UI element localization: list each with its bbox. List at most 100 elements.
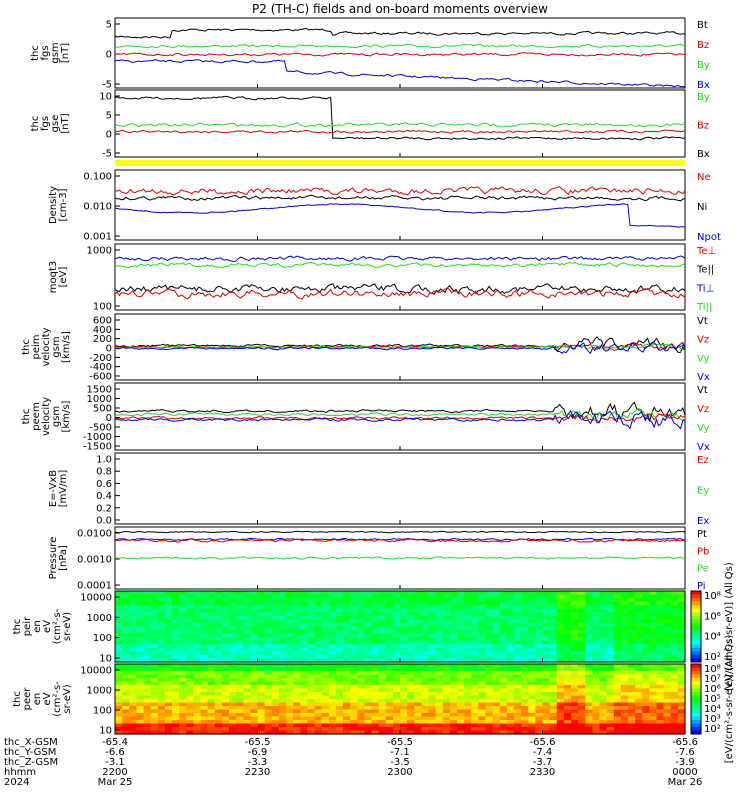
- spectrogram-cell: [115, 654, 123, 659]
- spectrogram-cell: [378, 637, 387, 642]
- series-Pt: [114, 530, 686, 534]
- spectrogram-cell: [400, 720, 408, 725]
- spectrogram-cell: [364, 674, 373, 679]
- spectrogram-cell: [578, 685, 586, 690]
- spectrogram-cell: [278, 637, 287, 642]
- series-Ni: [114, 194, 686, 202]
- spectrogram-cell: [592, 633, 601, 638]
- spectrogram-cell: [214, 695, 223, 700]
- spectrogram-cell: [122, 716, 130, 721]
- spectrogram-cell: [677, 626, 686, 631]
- spectrogram-cell: [278, 630, 287, 635]
- spectrogram-cell: [328, 667, 337, 672]
- spectrogram-cell: [392, 594, 401, 599]
- spectrogram-cell: [407, 671, 415, 676]
- spectrogram-cell: [471, 594, 479, 599]
- spectrogram-cell: [328, 644, 337, 649]
- spectrogram-cell: [214, 630, 223, 635]
- spectrogram-cell: [549, 651, 558, 656]
- spectrogram-cell: [670, 720, 679, 725]
- spectrogram-cell: [157, 612, 166, 617]
- spectrogram-cell: [286, 619, 294, 624]
- spectrogram-cell: [485, 723, 494, 728]
- spectrogram-cell: [592, 699, 601, 704]
- spectrogram-cell: [200, 605, 209, 610]
- spectrogram-cell: [677, 706, 686, 711]
- spectrogram-cell: [656, 702, 665, 707]
- spectrogram-cell: [264, 699, 273, 704]
- spectrogram-cell: [150, 626, 159, 631]
- spectrogram-cell: [585, 709, 593, 714]
- colorbar-tick-label: 10⁷: [704, 674, 721, 685]
- spectrogram-cell: [556, 678, 565, 683]
- spectrogram-cell: [663, 615, 672, 620]
- spectrogram-cell: [264, 695, 273, 700]
- spectrogram-cell: [578, 615, 586, 620]
- spectrogram-cell: [506, 637, 515, 642]
- spectrogram-cell: [343, 615, 351, 620]
- spectrogram-cell: [293, 720, 301, 725]
- spectrogram-cell: [115, 688, 123, 693]
- spectrogram-cell: [164, 619, 173, 624]
- spectrogram-cell: [464, 685, 472, 690]
- spectrogram-cell: [364, 619, 373, 624]
- spectrogram-cell: [457, 664, 465, 669]
- spectrogram-cell: [286, 608, 294, 613]
- spectrogram-cell: [442, 615, 451, 620]
- spectrogram-cell: [343, 608, 351, 613]
- spectrogram-cell: [278, 716, 287, 721]
- spectrogram-cell: [414, 612, 422, 617]
- spectrogram-cell: [286, 644, 294, 649]
- spectrogram-cell: [563, 730, 572, 735]
- spectrogram-cell: [549, 630, 558, 635]
- spectrogram-cell: [122, 651, 130, 656]
- spectrogram-cell: [571, 637, 579, 642]
- spectrogram-cell: [122, 727, 130, 732]
- spectrogram-cell: [428, 688, 437, 693]
- spectrogram-cell: [485, 692, 494, 697]
- spectrogram-cell: [350, 651, 358, 656]
- spectrogram-cell: [229, 630, 237, 635]
- spectrogram-cell: [677, 730, 686, 735]
- spectrogram-cell: [499, 644, 508, 649]
- spectrogram-cell: [378, 612, 387, 617]
- spectrogram-cell: [535, 633, 544, 638]
- spectrogram-cell: [293, 654, 301, 659]
- spectrogram-cell: [414, 605, 422, 610]
- spectrogram-cell: [620, 681, 629, 686]
- spectrogram-cell: [392, 685, 401, 690]
- spectrogram-cell: [150, 716, 159, 721]
- spectrogram-cell: [214, 644, 223, 649]
- spectrogram-cell: [271, 601, 280, 606]
- spectrogram-cell: [514, 695, 522, 700]
- spectrogram-cell: [115, 605, 123, 610]
- spectrogram-cell: [635, 630, 643, 635]
- spectrogram-cell: [214, 699, 223, 704]
- spectrogram-cell: [200, 615, 209, 620]
- spectrogram-cell: [642, 674, 650, 679]
- spectrogram-cell: [556, 706, 565, 711]
- spectrogram-cell: [264, 647, 273, 652]
- spectrogram-cell: [457, 654, 465, 659]
- spectrogram-cell: [193, 716, 202, 721]
- spectrogram-cell: [186, 630, 194, 635]
- spectrogram-cell: [307, 674, 316, 679]
- spectrogram-cell: [635, 601, 643, 606]
- spectrogram-cell: [492, 702, 501, 707]
- spectrogram-cell: [214, 591, 223, 596]
- spectrogram-cell: [499, 685, 508, 690]
- spectrogram-cell: [186, 615, 194, 620]
- spectrogram-cell: [499, 716, 508, 721]
- spectrogram-cell: [157, 658, 166, 663]
- spectrogram-cell: [314, 658, 323, 663]
- spectrogram-cell: [236, 681, 244, 686]
- spectrogram-cell: [435, 716, 444, 721]
- spectrogram-cell: [186, 713, 194, 718]
- spectrogram-cell: [400, 601, 408, 606]
- spectrogram-cell: [186, 695, 194, 700]
- spectrogram-cell: [499, 674, 508, 679]
- spectrogram-cell: [164, 706, 173, 711]
- spectrogram-cell: [542, 640, 551, 645]
- spectrogram-cell: [464, 630, 472, 635]
